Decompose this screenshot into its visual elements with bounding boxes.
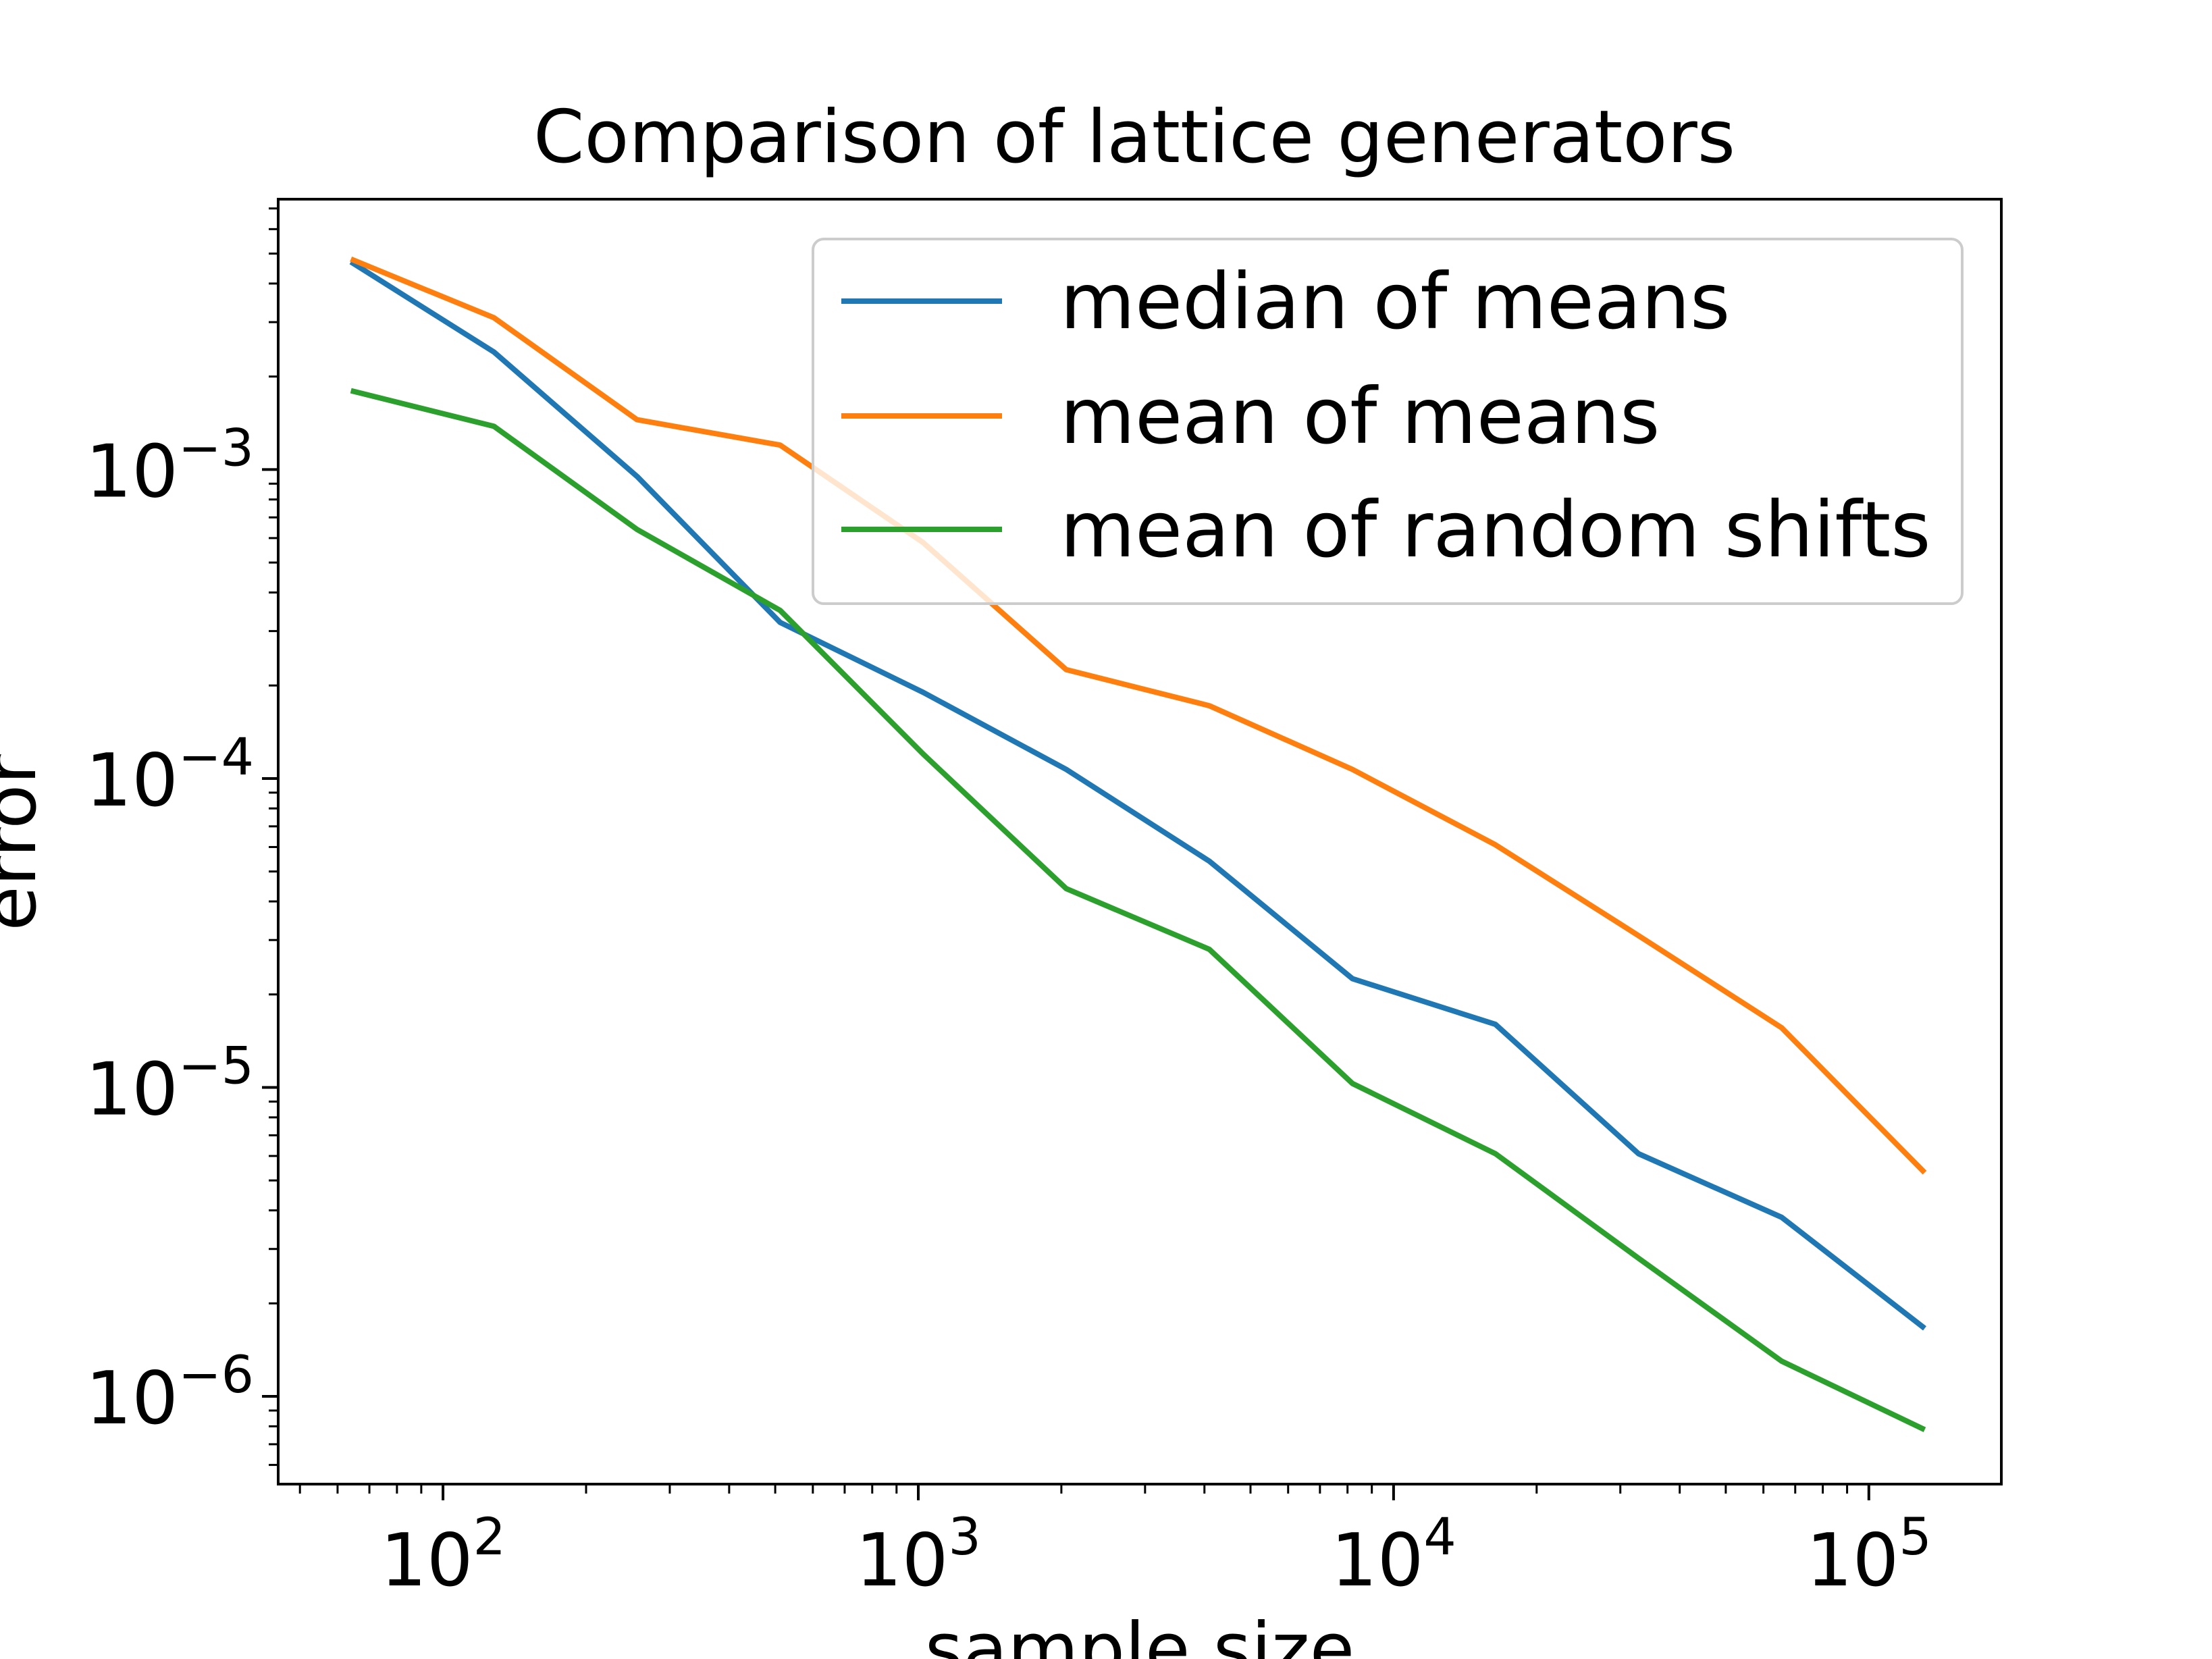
x-minor-ticks: [298, 1484, 1849, 1494]
x-axis-ticks: 102 103 104 105: [380, 1484, 1932, 1603]
series-line-mean-of-means: [350, 256, 1927, 1175]
x-axis-label: sample size: [925, 1608, 1354, 1659]
legend-box: [812, 238, 1964, 605]
y-tick-label: 10−4: [86, 727, 254, 823]
plot-area-frame: [277, 198, 2003, 1485]
y-tick-label: 10−3: [86, 417, 254, 514]
x-tick-label: 102: [380, 1506, 506, 1603]
y-tick-label: 10−6: [86, 1344, 254, 1441]
y-minor-ticks: [269, 207, 278, 1467]
y-axis-label: error: [0, 754, 53, 931]
legend-label-median-of-means: median of means: [1060, 257, 1730, 346]
series-line-mean-of-random-shifts: [350, 388, 1926, 1433]
series-lines: [349, 256, 1927, 1433]
chart-title: Comparison of lattice generators: [533, 95, 1735, 180]
x-tick-label: 105: [1806, 1506, 1932, 1603]
y-tick-label: 10−5: [86, 1036, 254, 1132]
x-tick-label: 104: [1331, 1506, 1456, 1603]
y-axis-ticks: 10−6 10−5 10−4 10−3: [86, 417, 278, 1441]
x-tick-label: 103: [855, 1506, 981, 1603]
legend-label-mean-of-random-shifts: mean of random shifts: [1060, 485, 1931, 575]
series-line-median-of-means: [349, 259, 1926, 1331]
legend: median of means mean of means mean of ra…: [812, 238, 1964, 605]
legend-label-mean-of-means: mean of means: [1060, 371, 1660, 461]
